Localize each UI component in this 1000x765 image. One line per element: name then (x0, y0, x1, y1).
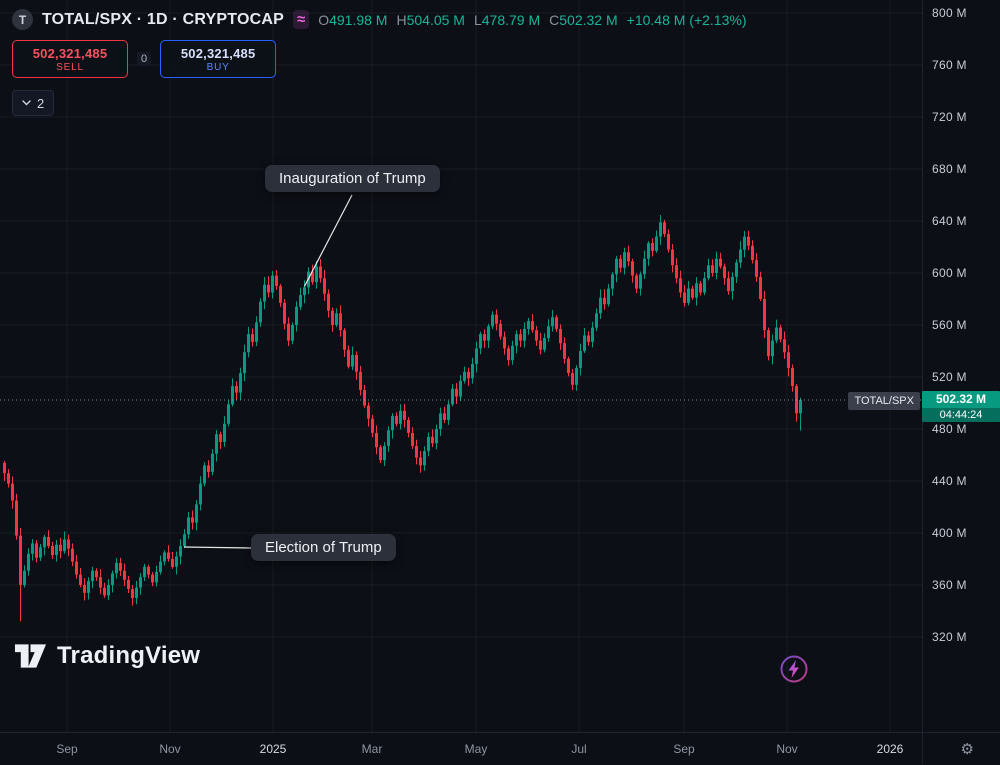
trade-panel: 502,321,485 SELL 0 502,321,485 BUY (12, 40, 277, 78)
price-axis-label: 800 M (932, 6, 967, 20)
high-label: H (396, 11, 407, 28)
tradingview-watermark: TradingView (14, 642, 200, 670)
price-axis-label: 400 M (932, 526, 967, 540)
high-value: 504.05 M (406, 11, 465, 28)
time-axis-label: May (464, 742, 488, 756)
low-value: 478.79 M (481, 11, 541, 28)
time-axis-label: Sep (673, 742, 695, 756)
axis-corner-separator (922, 732, 923, 764)
tradingview-logo-icon (14, 644, 47, 668)
time-axis-label: 2025 (259, 742, 287, 756)
price-tag-value: 502.32 M (935, 391, 987, 406)
chevron-down-icon (22, 100, 31, 106)
time-axis-label: Nov (776, 742, 798, 756)
tradingview-watermark-text: TradingView (57, 642, 201, 669)
open-label: O (318, 11, 330, 28)
price-axis-label: 680 M (932, 162, 967, 176)
price-axis-label: 720 M (932, 110, 967, 124)
time-axis-label: Sep (56, 742, 78, 756)
price-axis-label: 520 M (932, 370, 967, 384)
close-value: 502.32 M (559, 11, 618, 28)
spread-expression-icon[interactable]: ≈ (292, 10, 310, 29)
time-axis-label: Mar (361, 742, 383, 756)
last-price-tag[interactable]: TOTAL/SPX 502.32 M 04:44:24 (848, 390, 1000, 422)
price-axis-label: 760 M (932, 58, 967, 72)
close-label: C (549, 11, 560, 28)
axis-settings-icon[interactable]: ⚙ (960, 741, 974, 758)
annotation-connectors (183, 194, 353, 549)
price-chart[interactable] (0, 0, 922, 732)
flash-boost-icon[interactable] (779, 654, 809, 684)
time-axis-label: Nov (159, 742, 181, 756)
open-value: 491.98 M (329, 11, 388, 28)
symbol-legend: T TOTAL/SPX · 1D · CRYPTOCAP ≈ O491.98 M… (12, 9, 747, 30)
price-axis-label: 320 M (932, 630, 967, 644)
time-axis-label: Jul (571, 742, 587, 756)
symbol-logo-icon: T (12, 9, 33, 30)
spread-value: 0 (137, 52, 152, 66)
price-tag-countdown: 04:44:24 (922, 407, 1000, 422)
annotation-inauguration-of-trump[interactable]: Inauguration of Trump (265, 165, 440, 192)
time-axis[interactable]: ⚙ Sep Nov 2025 Mar May Jul Sep Nov 2026 (0, 732, 1000, 765)
object-tree-collapse-button[interactable]: 2 (12, 90, 55, 116)
price-tag-symbol: TOTAL/SPX (848, 391, 920, 410)
buy-button[interactable]: 502,321,485 BUY (160, 40, 277, 78)
sell-price: 502,321,485 (32, 45, 108, 61)
price-tag-box: 502.32 M 04:44:24 (922, 390, 1000, 422)
change-value: +10.48 M (+2.13%) (626, 11, 747, 28)
symbol-title[interactable]: TOTAL/SPX · 1D · CRYPTOCAP (42, 10, 284, 28)
low-label: L (473, 11, 482, 28)
time-axis-label: 2026 (876, 742, 904, 756)
collapse-count: 2 (37, 95, 45, 111)
price-axis-label: 640 M (932, 214, 967, 228)
price-axis-label: 600 M (932, 266, 967, 280)
candlestick-series (3, 214, 802, 622)
price-axis-label: 560 M (932, 318, 967, 332)
ohlc-values: O491.98 M H504.05 M L478.79 M C502.32 M … (318, 12, 746, 28)
buy-price: 502,321,485 (180, 45, 256, 61)
grid-lines (0, 0, 922, 732)
sell-label: SELL (56, 61, 84, 73)
price-axis-label: 480 M (932, 422, 967, 436)
price-axis[interactable]: 800 M 760 M 720 M 680 M 640 M 600 M 560 M 520 M… (922, 0, 1000, 732)
buy-label: BUY (206, 61, 230, 73)
sell-button[interactable]: 502,321,485 SELL (12, 40, 128, 78)
price-axis-label: 440 M (932, 474, 967, 488)
annotation-election-of-trump[interactable]: Election of Trump (251, 534, 396, 561)
price-axis-label: 360 M (932, 578, 967, 592)
